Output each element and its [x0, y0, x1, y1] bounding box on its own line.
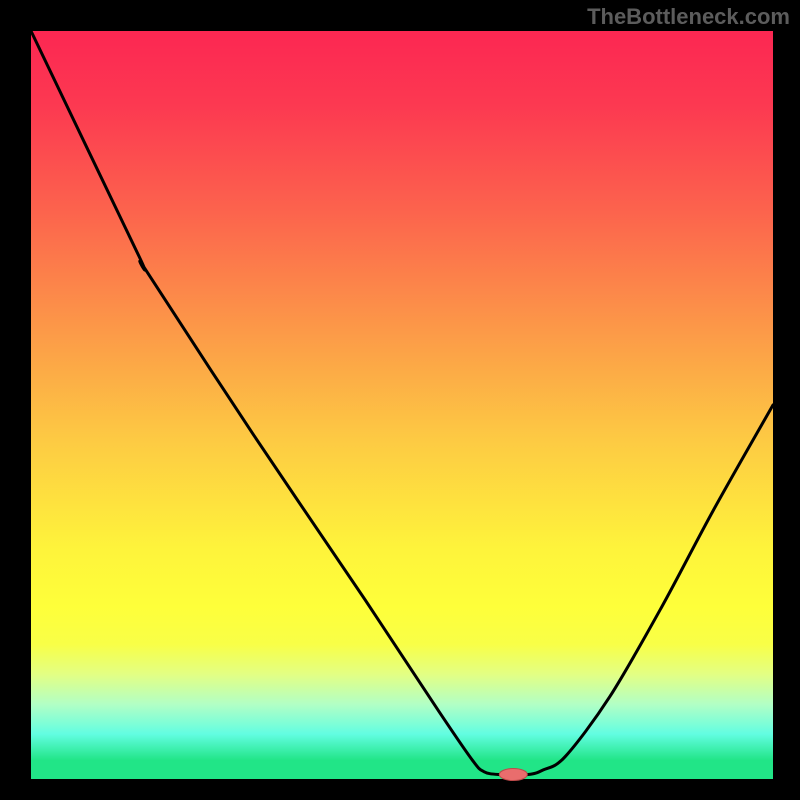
bottleneck-chart: [0, 0, 800, 800]
chart-container: TheBottleneck.com: [0, 0, 800, 800]
optimal-point-marker: [499, 769, 527, 781]
watermark-label: TheBottleneck.com: [587, 4, 790, 30]
plot-area: [31, 31, 773, 779]
